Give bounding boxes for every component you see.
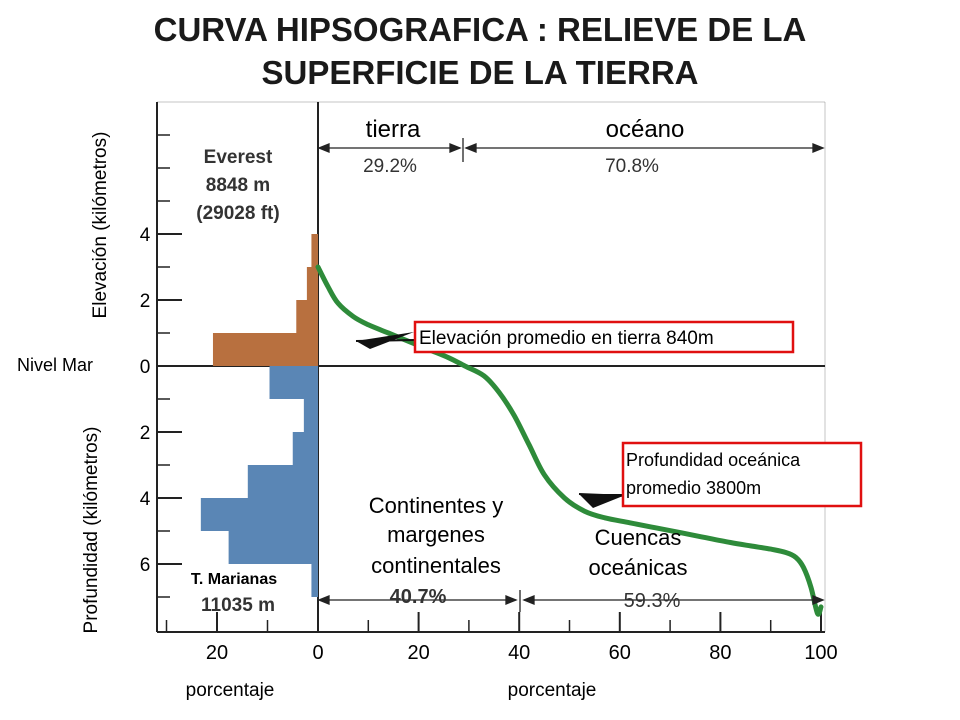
elevation-tick-4: 4 [140,225,151,246]
ocean-histogram-bar-1 [303,399,318,432]
ocean-histogram-bar-0 [269,366,318,399]
right-x-axis-label: porcentaje [508,680,597,701]
x-tick-label-40: 40 [508,642,530,664]
everest-meters: 8848 m [206,175,270,196]
chart-title-line-2: SUPERFICIE DE LA TIERRA [261,54,699,91]
tierra-label: tierra [366,116,421,143]
elevation-axis-label: Elevación (kilómetros) [90,132,111,319]
ocean-histogram-bar-3 [247,465,318,498]
ocean-histogram-bar-4 [200,498,318,531]
land-histogram-bar-0 [212,333,318,366]
bottom-left-percent: 40.7% [390,586,447,608]
everest-feet: (29028 ft) [196,203,279,224]
ocean-mean-callout-line-1: Profundidad oceánica [626,450,801,470]
bottom-right-percent: 59.3% [624,590,681,612]
ocean-mean-arrow [579,494,628,508]
land-histogram-bar-2 [306,267,318,300]
top-split-arrows [317,138,825,162]
ocean-mean-callout-line-2: promedio 3800m [626,478,761,498]
everest-name: Everest [204,147,273,168]
marianas-name: T. Marianas [191,571,277,588]
ocean-mean-callout-box [621,441,863,508]
tierra-percent: 29.2% [363,156,417,177]
x-tick-label-100: 100 [804,642,837,664]
oceano-label: océano [606,116,685,143]
x-tick-label-0: 0 [312,642,323,664]
continents-label-line-1: Continentes y [369,493,504,518]
x-tick-label-20: 20 [407,642,429,664]
left-x-tick-label-20: 20 [206,642,228,664]
land-mean-callout-text: Elevación promedio en tierra 840m [419,328,714,349]
continents-label-line-2: margenes [387,522,485,547]
oceano-percent: 70.8% [605,156,659,177]
hypsographic-curve [315,264,824,617]
chart-title-line-1: CURVA HIPSOGRAFICA : RELIEVE DE LA [153,11,807,48]
depth-tick-6: 6 [140,555,151,576]
depth-axis-label: Profundidad (kilómetros) [81,427,102,634]
depth-tick-4: 4 [140,489,151,510]
sea-level-label: Nivel Mar [17,355,93,375]
ocean-histogram-bar-6 [311,564,318,597]
marianas-meters: 11035 m [201,595,275,616]
ocean-mean-arrow-line [578,493,629,497]
basins-label-line-2: oceánicas [588,555,687,580]
ocean-histogram-bar-5 [228,531,318,564]
x-tick-label-80: 80 [709,642,731,664]
elevation-tick-2: 2 [140,291,151,312]
bottom-split-arrows [317,590,825,612]
land-mean-arrow-line [355,339,415,342]
ocean-histogram-bar-2 [292,432,318,465]
continents-label-line-3: continentales [371,553,501,578]
left-x-axis-label: porcentaje [186,680,275,701]
basins-label-line-1: Cuencas [595,525,682,550]
land-histogram-bar-3 [311,234,318,267]
x-tick-label-60: 60 [609,642,631,664]
land-histogram-bar-1 [296,300,318,333]
elevation-tick-0: 0 [140,357,151,378]
land-mean-callout-box [413,320,795,354]
depth-tick-2: 2 [140,423,151,444]
marianas-label-bg [176,566,292,588]
